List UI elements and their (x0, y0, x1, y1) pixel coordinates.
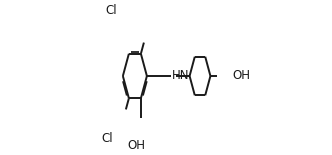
Text: HN: HN (172, 69, 189, 82)
Text: OH: OH (233, 69, 251, 82)
Text: OH: OH (127, 139, 145, 152)
Text: Cl: Cl (101, 133, 113, 145)
Text: Cl: Cl (106, 4, 117, 17)
